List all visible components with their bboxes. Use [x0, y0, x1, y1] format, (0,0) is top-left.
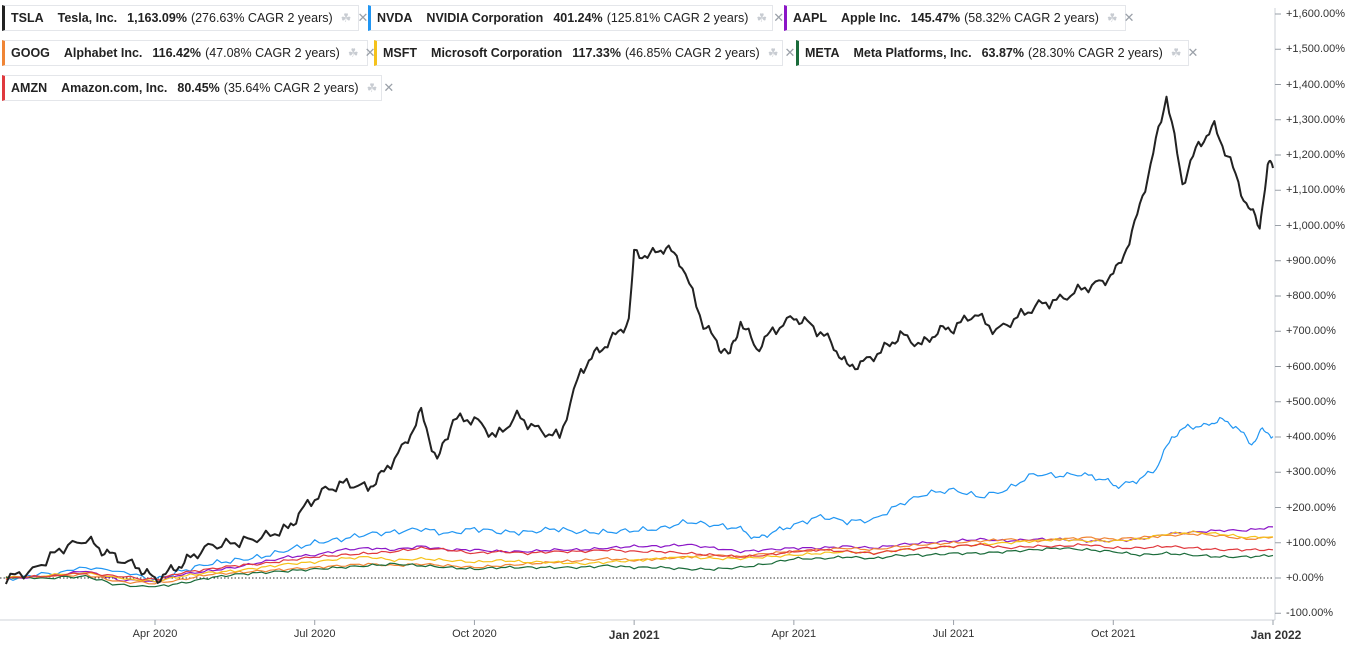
y-tick-label: +1,400.00%: [1286, 78, 1346, 91]
bull-icon[interactable]: ☘: [756, 11, 768, 25]
company-name: Amazon.com, Inc.: [61, 81, 168, 95]
cagr-text: (35.64% CAGR 2 years): [223, 81, 359, 95]
cagr-text: (47.08% CAGR 2 years): [205, 46, 340, 60]
x-tick-label: Jan 2022: [1250, 628, 1302, 642]
cagr-text: (125.81% CAGR 2 years): [606, 11, 749, 25]
cagr-text: (58.32% CAGR 2 years): [964, 11, 1099, 25]
y-tick-label: +0.00%: [1286, 572, 1324, 584]
series-line-aapl: [5, 526, 1274, 583]
y-tick-label: +800.00%: [1286, 290, 1336, 302]
cagr-text: (46.85% CAGR 2 years): [624, 46, 760, 60]
legend-chip-msft[interactable]: MSFT Microsoft Corporation 117.33% (46.85% …: [374, 40, 795, 66]
y-tick-label: +400.00%: [1286, 431, 1336, 443]
change-percent: 63.87%: [981, 46, 1024, 60]
change-percent: 117.33%: [572, 46, 621, 60]
bull-icon[interactable]: ☘: [1106, 11, 1118, 25]
ticker-symbol: TSLA: [11, 11, 44, 25]
legend-chip-meta[interactable]: META Meta Platforms, Inc. 63.87% (28.30% CA…: [796, 40, 1198, 66]
x-tick-label: Apr 2021: [771, 628, 817, 640]
legend-chip-tsla[interactable]: TSLA Tesla, Inc. 1,163.09% (276.63% CAGR 2 …: [2, 5, 368, 31]
close-icon[interactable]: ✕: [773, 10, 785, 25]
ticker-symbol: GOOG: [11, 46, 50, 60]
close-icon[interactable]: ✕: [1187, 45, 1199, 60]
ticker-symbol: MSFT: [383, 46, 418, 60]
company-name: NVIDIA Corporation: [426, 11, 544, 25]
close-icon[interactable]: ✕: [784, 45, 796, 60]
close-icon[interactable]: ✕: [357, 10, 369, 25]
series-line-meta: [5, 547, 1274, 588]
y-tick-label: +300.00%: [1286, 466, 1336, 479]
series-line-goog: [5, 532, 1274, 585]
x-tick-label: Apr 2020: [132, 628, 178, 640]
ticker-symbol: NVDA: [377, 11, 413, 25]
legend-chip-amzn[interactable]: AMZN Amazon.com, Inc. 80.45% (35.64% CAGR 2…: [2, 75, 394, 101]
x-tick-label: Jul 2020: [293, 628, 336, 640]
y-tick-label: +900.00%: [1286, 254, 1336, 267]
y-tick-label: +200.00%: [1286, 501, 1336, 514]
change-percent: 145.47%: [910, 11, 961, 25]
bull-icon[interactable]: ☘: [366, 81, 378, 95]
ticker-symbol: AMZN: [11, 81, 48, 95]
cagr-text: (276.63% CAGR 2 years): [190, 11, 333, 25]
company-name: Alphabet Inc.: [63, 46, 143, 60]
change-percent: 116.42%: [152, 46, 202, 60]
x-tick-label: Oct 2021: [1090, 628, 1136, 640]
company-name: Apple Inc.: [841, 11, 901, 25]
y-tick-label: +700.00%: [1286, 325, 1336, 338]
ticker-symbol: META: [805, 46, 840, 60]
bull-icon[interactable]: ☘: [767, 46, 779, 60]
y-tick-label: +500.00%: [1286, 395, 1336, 408]
close-icon[interactable]: ✕: [1123, 10, 1135, 25]
x-tick-label: Oct 2020: [452, 628, 497, 640]
series-line-tsla: [4, 95, 1274, 585]
series-line-amzn: [5, 542, 1274, 581]
change-percent: 80.45%: [177, 81, 220, 95]
y-tick-label: +1,500.00%: [1286, 43, 1346, 56]
y-tick-label: +1,000.00%: [1286, 219, 1346, 232]
company-name: Meta Platforms, Inc.: [853, 46, 972, 60]
change-percent: 401.24%: [553, 11, 603, 25]
y-tick-label: -100.00%: [1286, 607, 1334, 620]
x-tick-label: Jan 2021: [608, 628, 660, 642]
bull-icon[interactable]: ☘: [347, 46, 359, 60]
legend-chip-aapl[interactable]: AAPL Apple Inc. 145.47% (58.32% CAGR 2 year…: [784, 5, 1135, 31]
y-tick-label: +1,100.00%: [1286, 184, 1346, 197]
bull-icon[interactable]: ☘: [340, 11, 352, 25]
series-line-nvda: [5, 416, 1274, 582]
change-percent: 1,163.09%: [127, 11, 187, 25]
y-tick-label: +1,300.00%: [1286, 113, 1346, 126]
ticker-symbol: AAPL: [793, 11, 828, 25]
y-tick-label: +600.00%: [1286, 360, 1336, 373]
legend-chip-goog[interactable]: GOOG Alphabet Inc. 116.42% (47.08% CAGR 2 y…: [2, 40, 376, 66]
x-tick-label: Jul 2021: [932, 628, 975, 640]
bull-icon[interactable]: ☘: [1170, 46, 1182, 60]
legend-chip-nvda[interactable]: NVDA NVIDIA Corporation 401.24% (125.81% CA…: [368, 5, 784, 31]
company-name: Microsoft Corporation: [431, 46, 563, 60]
close-icon[interactable]: ✕: [364, 45, 376, 60]
close-icon[interactable]: ✕: [383, 80, 395, 95]
y-tick-label: +1,600.00%: [1286, 8, 1346, 20]
company-name: Tesla, Inc.: [57, 11, 118, 25]
cagr-text: (28.30% CAGR 2 years): [1028, 46, 1163, 60]
y-tick-label: +100.00%: [1286, 536, 1336, 549]
series-line-msft: [5, 530, 1274, 583]
y-tick-label: +1,200.00%: [1286, 149, 1346, 161]
